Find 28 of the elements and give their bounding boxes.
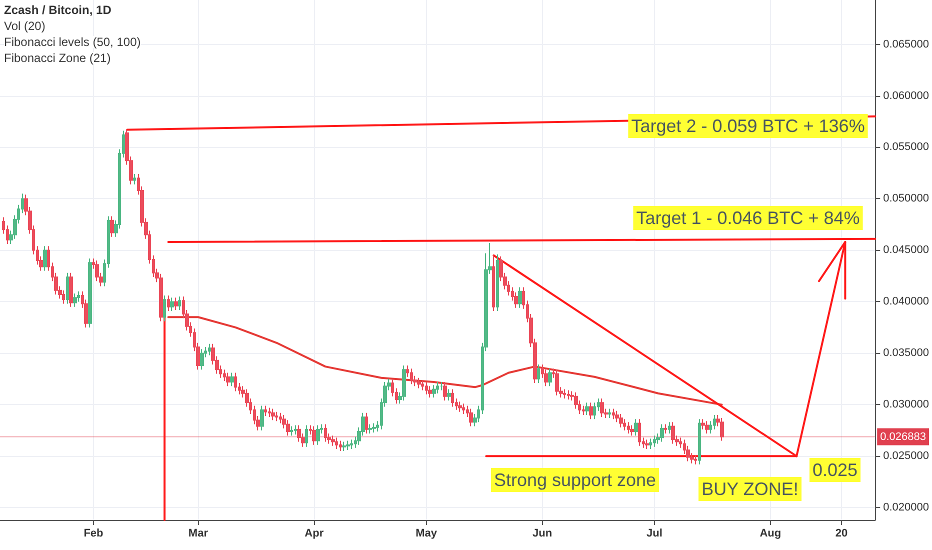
y-tick-label: 0.050000 <box>883 192 930 205</box>
annotation: Target 2 - 0.059 BTC + 136% <box>631 116 865 136</box>
y-tick-label: 0.040000 <box>883 296 930 308</box>
x-tick-label: Aug <box>760 528 782 540</box>
chart-title: Zcash / Bitcoin, 1D <box>4 3 112 17</box>
x-tick-label: Mar <box>188 528 209 540</box>
x-tick-label: May <box>416 528 438 540</box>
x-tick-label: Jun <box>532 528 552 540</box>
annotation: Target 1 - 0.046 BTC + 84% <box>636 208 860 228</box>
y-tick-label: 0.065000 <box>883 38 930 50</box>
y-tick-label: 0.060000 <box>883 90 930 102</box>
annotation: Fibonacci levels (50, 100) <box>4 35 141 49</box>
annotation: 0.025 <box>812 460 858 480</box>
y-tick-label: 0.055000 <box>883 141 930 154</box>
y-tick-label: 0.020000 <box>883 502 930 514</box>
annotation: Fibonacci Zone (21) <box>4 51 111 65</box>
y-tick-label: 0.030000 <box>883 398 930 411</box>
x-tick-label: 20 <box>835 528 848 540</box>
x-tick-label: Jul <box>646 528 662 540</box>
annotation: BUY ZONE! <box>702 479 798 499</box>
ref-line-label: 0.026883 <box>880 430 926 443</box>
annotation: Strong support zone <box>494 470 656 490</box>
x-tick-label: Feb <box>84 528 104 540</box>
x-tick-label: Apr <box>304 528 324 540</box>
y-tick-label: 0.025000 <box>883 450 930 462</box>
y-tick-label: 0.045000 <box>883 244 930 256</box>
annotation: Vol (20) <box>4 19 46 33</box>
y-tick-label: 0.035000 <box>883 347 930 360</box>
